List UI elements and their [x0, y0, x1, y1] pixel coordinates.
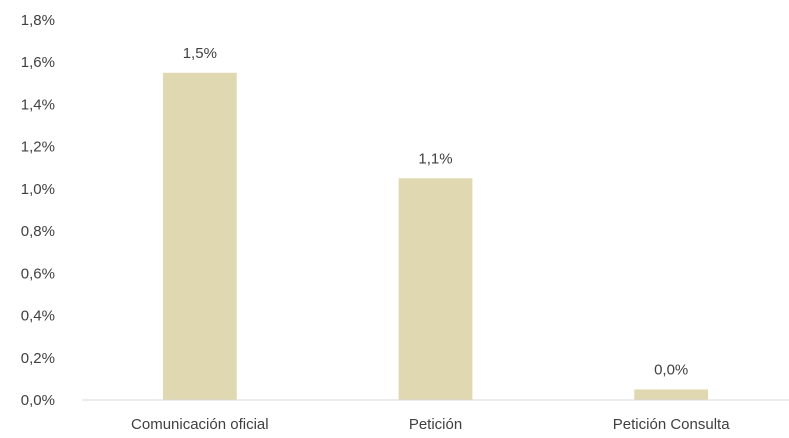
y-tick-label: 1,2% — [21, 139, 55, 156]
bar — [398, 178, 473, 400]
y-tick-label: 0,6% — [21, 265, 55, 282]
y-tick-label: 0,0% — [21, 392, 55, 409]
y-tick-label: 1,6% — [21, 54, 55, 71]
y-tick-label: 0,4% — [21, 308, 55, 325]
bars-group — [162, 72, 709, 401]
data-label: 1,1% — [418, 150, 452, 167]
y-tick-label: 1,4% — [21, 96, 55, 113]
y-axis-ticks: 0,0% 0,2% 0,4% 0,6% 0,8% 1,0% 1,2% 1,4% 1,6% 1,8% — [21, 12, 55, 409]
x-tick-label: Comunicación oficial — [131, 416, 269, 433]
data-labels-group: 1,5% 1,1% 0,0% — [183, 45, 689, 379]
data-label: 0,0% — [654, 361, 688, 378]
bar — [634, 389, 709, 400]
y-tick-label: 0,2% — [21, 350, 55, 367]
x-tick-label: Petición Consulta — [613, 416, 730, 433]
x-tick-label: Petición — [409, 416, 462, 433]
x-axis-labels: Comunicación oficial Petición Petición Con… — [131, 416, 730, 433]
y-tick-label: 1,0% — [21, 181, 55, 198]
y-tick-label: 1,8% — [21, 12, 55, 29]
data-label: 1,5% — [183, 45, 217, 62]
bar — [162, 72, 237, 401]
y-tick-label: 0,8% — [21, 223, 55, 240]
